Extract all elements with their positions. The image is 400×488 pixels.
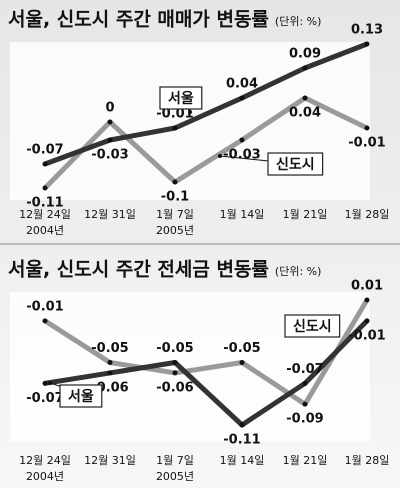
point-marker xyxy=(172,125,178,131)
x-tick-label: 1월 28일 xyxy=(345,453,390,467)
x-tick-label: 12월 31일 xyxy=(84,453,136,467)
chart-title: 서울, 신도시 주간 매매가 변동률 xyxy=(8,9,269,31)
legend-leader-dot xyxy=(48,381,52,385)
data-label: -0.07 xyxy=(26,143,63,158)
data-label: -0.01 xyxy=(156,107,193,122)
data-label: -0.05 xyxy=(223,341,260,356)
unit-label: (단위: %) xyxy=(275,15,321,28)
point-marker xyxy=(239,422,245,428)
point-marker xyxy=(364,41,370,47)
data-label: -0.01 xyxy=(26,299,63,314)
data-label: 0 xyxy=(105,101,114,116)
x-tick-label: 1월 7일 xyxy=(156,207,194,221)
point-marker xyxy=(107,137,113,143)
series-line xyxy=(44,41,368,167)
x-tick-label: 1월 7일 xyxy=(156,453,194,467)
point-marker xyxy=(42,380,48,386)
x-tick-label: 1월 14일 xyxy=(220,207,265,221)
data-label: -0.03 xyxy=(91,148,128,163)
data-label: 0.04 xyxy=(226,77,258,92)
x-tick-sublabel: 2004년 xyxy=(26,224,64,237)
series-line xyxy=(44,319,369,428)
x-tick-label: 12월 24일 xyxy=(19,207,71,221)
point-marker xyxy=(239,95,245,101)
x-tick-sublabel: 2005년 xyxy=(156,470,194,483)
point-marker xyxy=(42,185,48,191)
legend-box xyxy=(59,384,103,408)
x-tick-label: 1월 21일 xyxy=(283,453,328,467)
data-label: -0.1 xyxy=(161,190,189,205)
legend-label: 신도시 xyxy=(293,319,332,335)
point-marker xyxy=(42,161,48,167)
data-label: -0.03 xyxy=(223,148,260,163)
point-marker xyxy=(172,370,178,376)
data-label: 0.04 xyxy=(289,106,321,121)
point-marker xyxy=(302,95,308,101)
point-marker xyxy=(42,318,48,324)
point-marker xyxy=(239,360,245,365)
data-label: -0.06 xyxy=(156,380,193,395)
point-marker xyxy=(239,137,245,143)
data-label: -0.05 xyxy=(91,341,128,356)
point-marker xyxy=(302,380,308,386)
x-tick-label: 12월 31일 xyxy=(84,207,136,221)
data-label: 0.01 xyxy=(351,279,383,294)
unit-label: (단위: %) xyxy=(275,265,321,278)
point-marker xyxy=(107,119,113,125)
data-label: -0.09 xyxy=(286,412,323,427)
series-line xyxy=(43,95,369,190)
legend-box xyxy=(159,86,203,110)
x-tick-sublabel: 2004년 xyxy=(26,470,64,483)
series-line xyxy=(43,298,370,407)
point-marker xyxy=(302,401,308,407)
x-tick-label: 1월 14일 xyxy=(220,453,265,467)
legend-label: 서울 xyxy=(68,388,94,405)
legend-label: 신도시 xyxy=(276,157,315,173)
point-marker xyxy=(364,318,370,324)
legend-label: 서울 xyxy=(168,90,194,107)
point-marker xyxy=(172,360,178,365)
x-tick-sublabel: 2005년 xyxy=(156,224,194,237)
chart-title: 서울, 신도시 주간 전세금 변동률 xyxy=(8,259,269,281)
x-tick-label: 1월 21일 xyxy=(283,207,328,221)
data-label: 0.09 xyxy=(289,47,321,62)
data-label: -0.07 xyxy=(286,362,323,377)
data-label: -0.05 xyxy=(156,341,193,356)
data-label: -0.01 xyxy=(348,328,385,343)
point-marker xyxy=(364,297,370,303)
data-label: 0.13 xyxy=(351,23,383,38)
x-tick-label: 12월 24일 xyxy=(19,453,71,467)
point-marker xyxy=(172,179,178,185)
legend-leader-dot xyxy=(218,154,222,158)
data-label: -0.11 xyxy=(26,196,63,211)
data-label: -0.01 xyxy=(348,136,385,151)
x-tick-label: 1월 28일 xyxy=(345,207,390,221)
point-marker xyxy=(107,370,113,376)
legend-box xyxy=(284,314,341,338)
legend-leader-dot xyxy=(188,110,192,114)
point-marker xyxy=(107,360,113,365)
point-marker xyxy=(364,125,370,131)
legend-box xyxy=(267,152,324,176)
data-label: -0.11 xyxy=(223,433,260,448)
point-marker xyxy=(302,65,308,71)
data-label: -0.07 xyxy=(26,391,63,406)
